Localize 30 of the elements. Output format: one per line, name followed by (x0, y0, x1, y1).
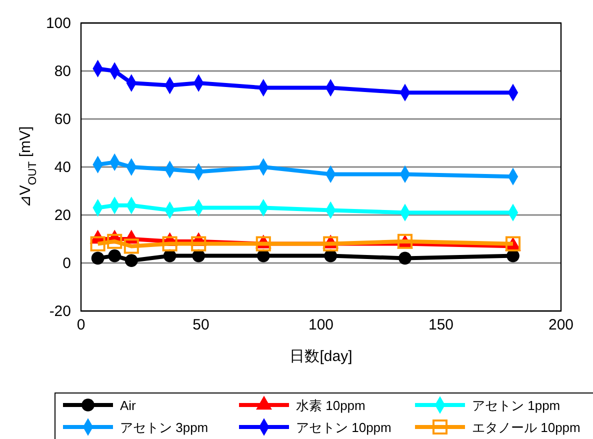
point (107, 234, 122, 249)
x-tick-label: 150 (428, 316, 454, 334)
legend-label: エタノール 10ppm (472, 420, 580, 435)
x-axis-title: 日数[day] (290, 348, 352, 365)
point (108, 249, 122, 262)
x-tick-label: 0 (76, 316, 86, 334)
y-tick-label: 20 (54, 206, 71, 224)
x-tick-label: 200 (548, 316, 574, 334)
legend-label: 水素 10ppm (296, 398, 366, 413)
point (124, 254, 138, 268)
point (191, 236, 206, 252)
y-tick-label: 80 (54, 62, 71, 80)
point (398, 252, 412, 265)
legend-label: Air (120, 398, 137, 413)
y-tick-label: 0 (62, 254, 71, 272)
legend-label: アセトン 3ppm (120, 420, 208, 435)
point (124, 238, 139, 254)
x-tick-label: 100 (308, 316, 334, 334)
y-tick-label: 100 (46, 14, 71, 32)
x-tick-label: 50 (192, 316, 210, 334)
point (256, 236, 271, 252)
y-tick-label: 40 (54, 158, 71, 176)
point (91, 252, 104, 265)
point (162, 236, 178, 252)
point (90, 236, 106, 252)
y-tick-label: -20 (49, 302, 71, 320)
legend-label: アセトン 10ppm (296, 420, 392, 435)
point (323, 236, 338, 252)
y-tick-label: 60 (54, 110, 71, 128)
legend-label: アセトン 1ppm (472, 398, 560, 413)
